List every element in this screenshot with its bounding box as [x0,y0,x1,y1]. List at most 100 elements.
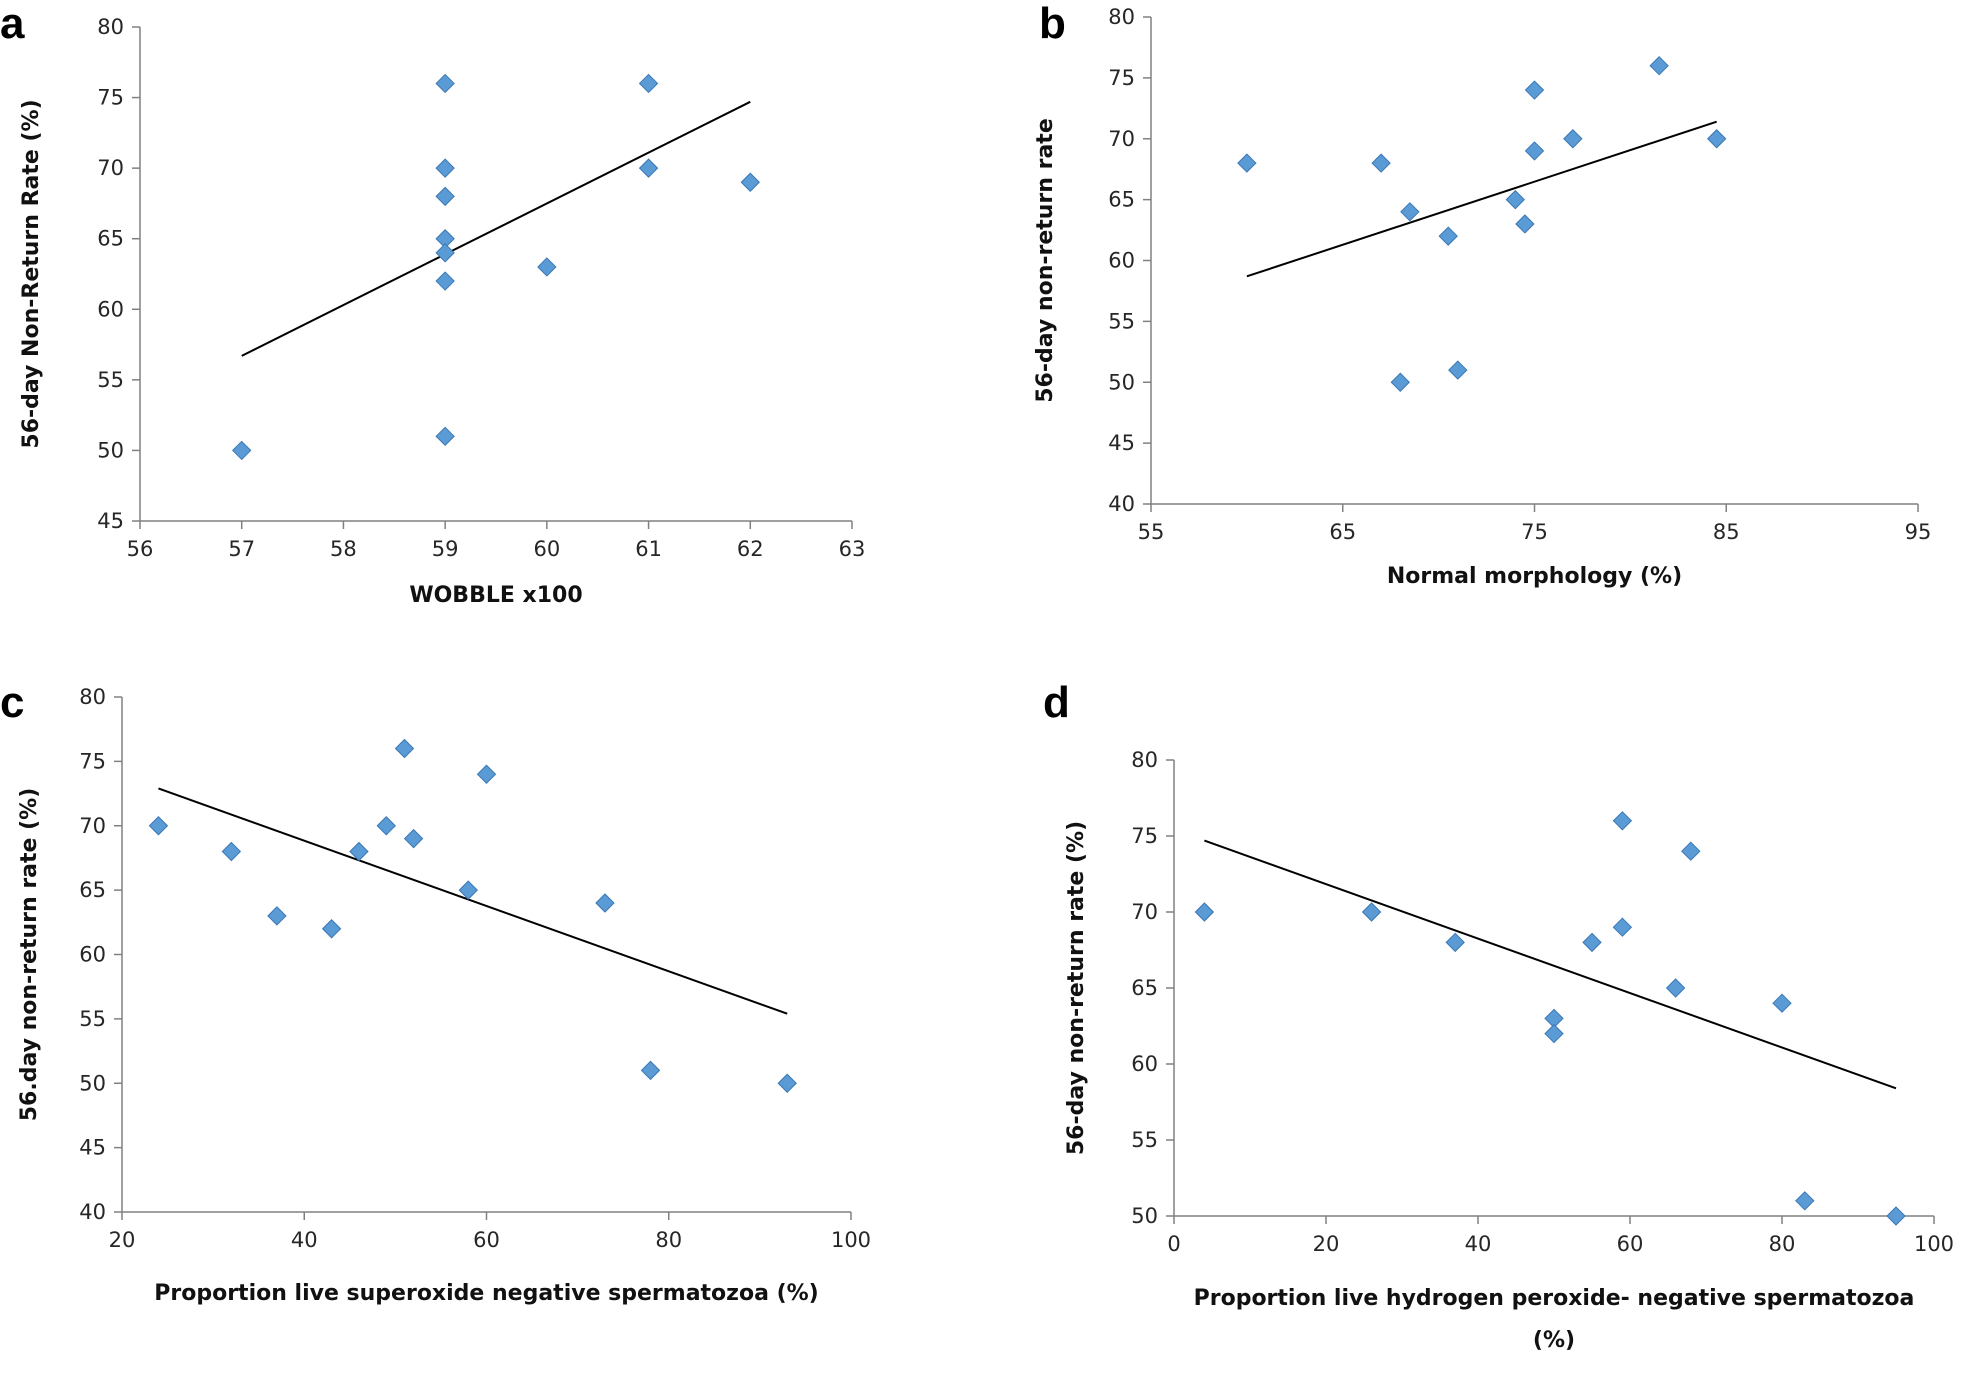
x-tick-label: 59 [432,537,459,561]
y-tick-label: 45 [79,1136,106,1160]
data-point [148,816,169,836]
data-point [1237,153,1257,173]
y-tick-label: 50 [97,438,124,462]
x-tick-label: 63 [839,537,866,561]
y-axis-title: 56-day non-return rate (%) [1064,821,1089,1155]
x-tick-label: 20 [109,1228,136,1252]
y-tick-label: 60 [1108,249,1135,273]
x-tick-label: 55 [1138,520,1165,544]
x-tick-label: 80 [1769,1232,1796,1256]
y-axis-title: 56-day Non-Return Rate (%) [19,99,44,448]
y-tick-label: 75 [1108,66,1135,90]
data-point [435,186,455,207]
y-tick-label: 80 [79,685,106,709]
y-axis-title: 56-day non-return rate [1033,118,1058,403]
x-tick-label: 80 [655,1228,682,1252]
y-tick-label: 80 [97,15,124,39]
data-point [232,440,252,461]
x-axis-title: WOBBLE x100 [409,583,582,608]
x-tick-label: 0 [1167,1232,1180,1256]
data-point [1612,811,1633,831]
x-tick-label: 100 [1914,1232,1954,1256]
data-point [1438,226,1458,246]
x-tick-label: 100 [831,1228,871,1252]
y-tick-label: 40 [79,1200,106,1224]
trendline [241,100,751,357]
y-tick-label: 50 [1131,1204,1158,1228]
x-tick-label: 62 [737,537,764,561]
data-point [740,172,760,192]
chart-panel-b: b 40 45 50 55 60 65 70 75 80 55 65 75 85 95 Normal morp… [1033,0,1931,589]
x-tick-label: 58 [330,537,357,561]
y-tick-label: 70 [97,156,124,180]
x-tick-label: 65 [1329,520,1356,544]
y-tick-label: 60 [97,297,124,321]
data-point [1445,932,1465,953]
x-tick-label: 40 [1465,1232,1492,1256]
data-point [1795,1191,1815,1211]
data-point [1194,902,1215,922]
y-tick-label: 40 [1108,492,1135,516]
x-tick-label: 60 [1617,1232,1644,1256]
y-tick-label: 75 [1131,824,1158,848]
x-tick-label: 60 [533,537,560,561]
data-point [1563,129,1583,149]
y-tick-label: 50 [79,1071,106,1095]
y-tick-label: 60 [1131,1052,1158,1076]
x-tick-label: 57 [228,537,255,561]
y-tick-label: 65 [1108,188,1135,212]
data-point [403,828,424,849]
data-point [1524,141,1545,161]
data-point [321,919,342,939]
data-point [458,880,478,900]
chart-panel-a: a 45 50 55 60 65 70 75 80 56 57 58 59 60 61 62 63 WOBBLE … [0,0,865,608]
y-tick-label: 55 [1131,1128,1158,1152]
y-tick-label: 65 [1131,976,1158,1000]
y-tick-label: 45 [1108,431,1135,455]
data-point [1361,902,1382,922]
data-point [1505,189,1526,210]
x-axis-title-line2: (%) [1533,1328,1575,1353]
panel-letter: b [1039,0,1066,48]
data-point [1772,993,1792,1013]
data-point [640,1060,661,1081]
y-tick-label: 65 [79,878,106,902]
data-point [376,816,396,836]
trendline [1204,839,1897,1090]
x-tick-label: 40 [291,1228,318,1252]
data-point [435,243,455,263]
x-tick-label: 75 [1521,520,1548,544]
y-tick-label: 45 [97,509,124,533]
data-point [1665,978,1686,998]
y-tick-label: 70 [79,814,106,838]
y-tick-label: 60 [79,943,106,967]
y-tick-label: 55 [97,368,124,392]
data-point [267,906,287,926]
x-tick-label: 85 [1713,520,1740,544]
data-point [435,158,455,178]
y-axis-title: 56.day non-return rate (%) [17,788,42,1122]
data-point [435,73,455,94]
trendline [158,787,788,1015]
data-point [1582,932,1602,953]
data-point [221,841,242,862]
x-tick-label: 61 [635,537,662,561]
data-point [435,426,455,447]
data-point [476,764,497,784]
data-point [638,158,659,178]
x-axis-title: Proportion live superoxide negative sper… [154,1281,819,1306]
data-point [1544,1023,1564,1044]
y-tick-label: 65 [97,227,124,251]
data-point [595,893,615,913]
data-point [537,257,557,277]
data-point [1515,214,1535,234]
y-tick-label: 75 [79,749,106,773]
panel-letter: d [1043,678,1070,727]
data-point [1448,360,1468,380]
x-tick-label: 20 [1313,1232,1340,1256]
data-point [638,73,659,94]
data-point [1706,129,1727,149]
x-tick-label: 60 [473,1228,500,1252]
